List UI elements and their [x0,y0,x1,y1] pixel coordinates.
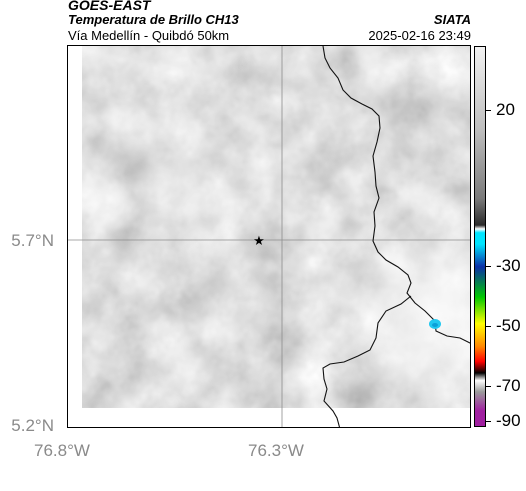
colorbar-tick-1 [486,266,491,267]
product-subtitle: Temperatura de Brillo CH13 [68,12,239,27]
colorbar-label-20: 20 [496,100,515,119]
lat-label-5-7: 5.7°N [11,231,54,250]
timestamp-label: 2025-02-16 23:49 [368,28,471,43]
colorbar-tick-4 [486,421,491,422]
product-title: GOES-EAST [68,0,151,13]
map-canvas: ★ [68,46,470,427]
temperature-colorbar [474,46,486,427]
lat-label-5-2: 5.2°N [11,416,54,435]
colorbar-label-minus90: -90 [496,411,521,430]
border-line-south [322,295,412,427]
lon-label-76-8: 76.8°W [34,441,90,460]
colorbar-label-minus30: -30 [496,256,521,275]
colorbar-tick-0 [486,110,491,111]
border-line [322,46,470,344]
colorbar-tick-2 [486,326,491,327]
colorbar-tick-3 [486,386,491,387]
lon-label-76-3: 76.3°W [248,441,304,460]
organization-label: SIATA [433,12,471,27]
colorbar-label-minus70: -70 [496,376,521,395]
star-marker: ★ [253,234,265,249]
location-label: Vía Medellín - Quibdó 50km [68,28,230,43]
satellite-map[interactable]: ★ [67,45,471,428]
colorbar-label-minus50: -50 [496,316,521,335]
